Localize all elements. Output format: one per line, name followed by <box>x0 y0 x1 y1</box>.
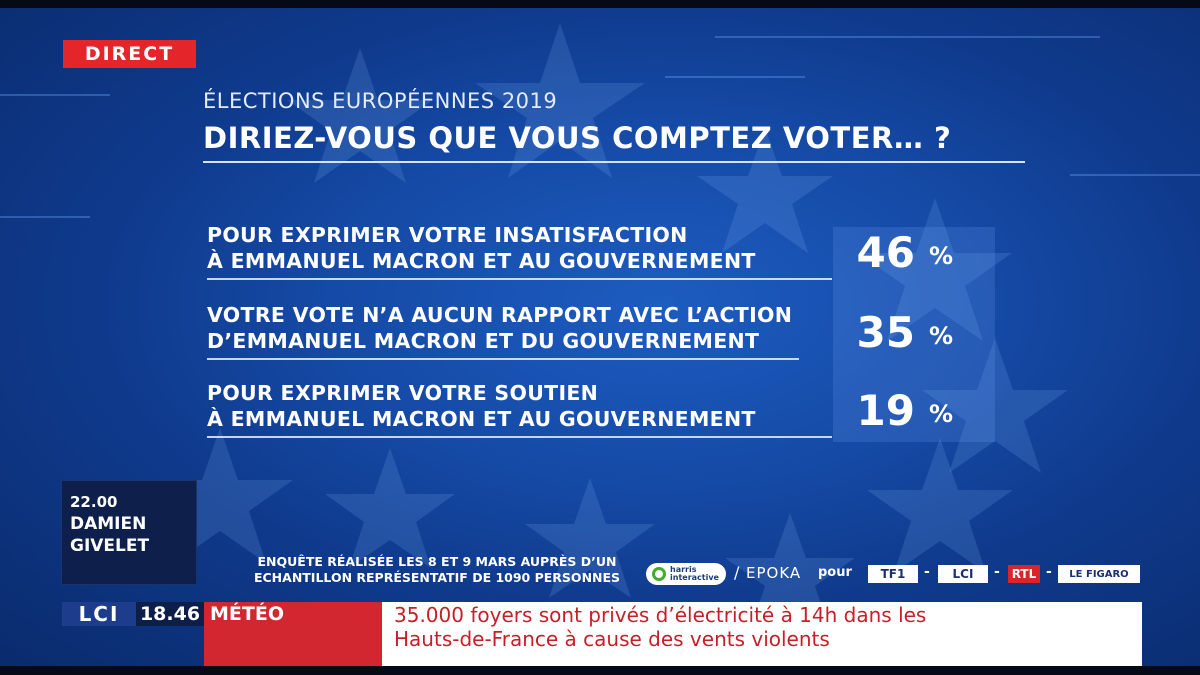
next-show-presenter: DAMIEN GIVELET <box>70 514 150 556</box>
harris-interactive-logo: harris interactive <box>646 563 726 585</box>
partner-strip: harris interactive / EPOKA pour TF1 - LC… <box>646 561 1142 587</box>
star-shape <box>922 338 1068 473</box>
harris-ring-icon <box>652 567 666 581</box>
partner-rtl-logo: RTL <box>1008 565 1040 583</box>
survey-source: ENQUÊTE RÉALISÉE LES 8 ET 9 MARS AUPRÈS … <box>253 554 621 585</box>
result-label: POUR EXPRIMER VOTRE INSATISFACTION À EMM… <box>207 223 756 273</box>
page-supertitle: ÉLECTIONS EUROPÉENNES 2019 <box>203 89 558 113</box>
result-label: POUR EXPRIMER VOTRE SOUTIEN À EMMANUEL M… <box>207 381 756 431</box>
star-shape <box>858 198 1012 341</box>
ticker-headline: 35.000 foyers sont privés d’électricité … <box>382 602 1142 666</box>
epoka-logo: EPOKA <box>746 564 802 582</box>
star-shape <box>325 448 455 568</box>
result-label: VOTRE VOTE N’A AUCUN RAPPORT AVEC L’ACTI… <box>207 303 793 353</box>
star-shape <box>147 428 293 563</box>
result-value: 35 <box>856 308 915 357</box>
result-value: 19 <box>856 386 915 435</box>
broadcast-screen: DIRECT ÉLECTIONS EUROPÉENNES 2019 DIRIEZ… <box>0 8 1200 666</box>
star-shape <box>725 513 855 631</box>
next-show-box: 22.00 DAMIEN GIVELET <box>61 480 197 585</box>
decorative-line <box>0 94 110 96</box>
harris-logo-text: harris interactive <box>670 565 719 582</box>
separator-dash: - <box>924 564 930 580</box>
star-shape <box>525 478 655 598</box>
decorative-line <box>665 76 805 78</box>
result-underline <box>207 278 832 280</box>
result-underline <box>207 358 799 360</box>
star-shape <box>867 438 1013 573</box>
decorative-line <box>0 216 90 218</box>
star-shape <box>475 23 645 178</box>
result-value: 46 <box>856 228 915 277</box>
result-row: POUR EXPRIMER VOTRE SOUTIEN À EMMANUEL M… <box>207 380 977 440</box>
partner-lci-logo: LCI <box>938 565 988 583</box>
star-shape <box>287 48 433 183</box>
result-unit: % <box>929 322 954 350</box>
decorative-line <box>1070 174 1200 176</box>
result-unit: % <box>929 400 954 428</box>
page-title: DIRIEZ-VOUS QUE VOUS COMPTEZ VOTER… ? <box>203 121 952 155</box>
partner-tf1-logo: TF1 <box>868 565 918 583</box>
ticker-clock: 18.46 <box>136 602 204 626</box>
result-row: VOTRE VOTE N’A AUCUN RAPPORT AVEC L’ACTI… <box>207 302 977 362</box>
channel-logo: LCI <box>62 602 136 626</box>
result-unit: % <box>929 242 954 270</box>
separator-dash: - <box>1046 564 1052 580</box>
result-underline <box>207 436 832 438</box>
partner-lefigaro-logo: LE FIGARO <box>1058 565 1140 583</box>
decorative-line <box>715 36 1100 38</box>
title-underline <box>203 161 1025 163</box>
eu-stars-background <box>147 23 1068 631</box>
star-shape <box>697 128 833 253</box>
separator-dash: - <box>994 564 1000 580</box>
separator-slash: / <box>734 563 740 582</box>
pour-label: pour <box>818 565 852 580</box>
percent-panel <box>833 227 995 442</box>
news-ticker: LCI 18.46 MÉTÉO 35.000 foyers sont privé… <box>0 592 1200 666</box>
result-row: POUR EXPRIMER VOTRE INSATISFACTION À EMM… <box>207 222 977 282</box>
live-badge: DIRECT <box>63 40 196 68</box>
next-show-time: 22.00 <box>70 493 118 511</box>
ticker-category: MÉTÉO <box>204 602 382 666</box>
